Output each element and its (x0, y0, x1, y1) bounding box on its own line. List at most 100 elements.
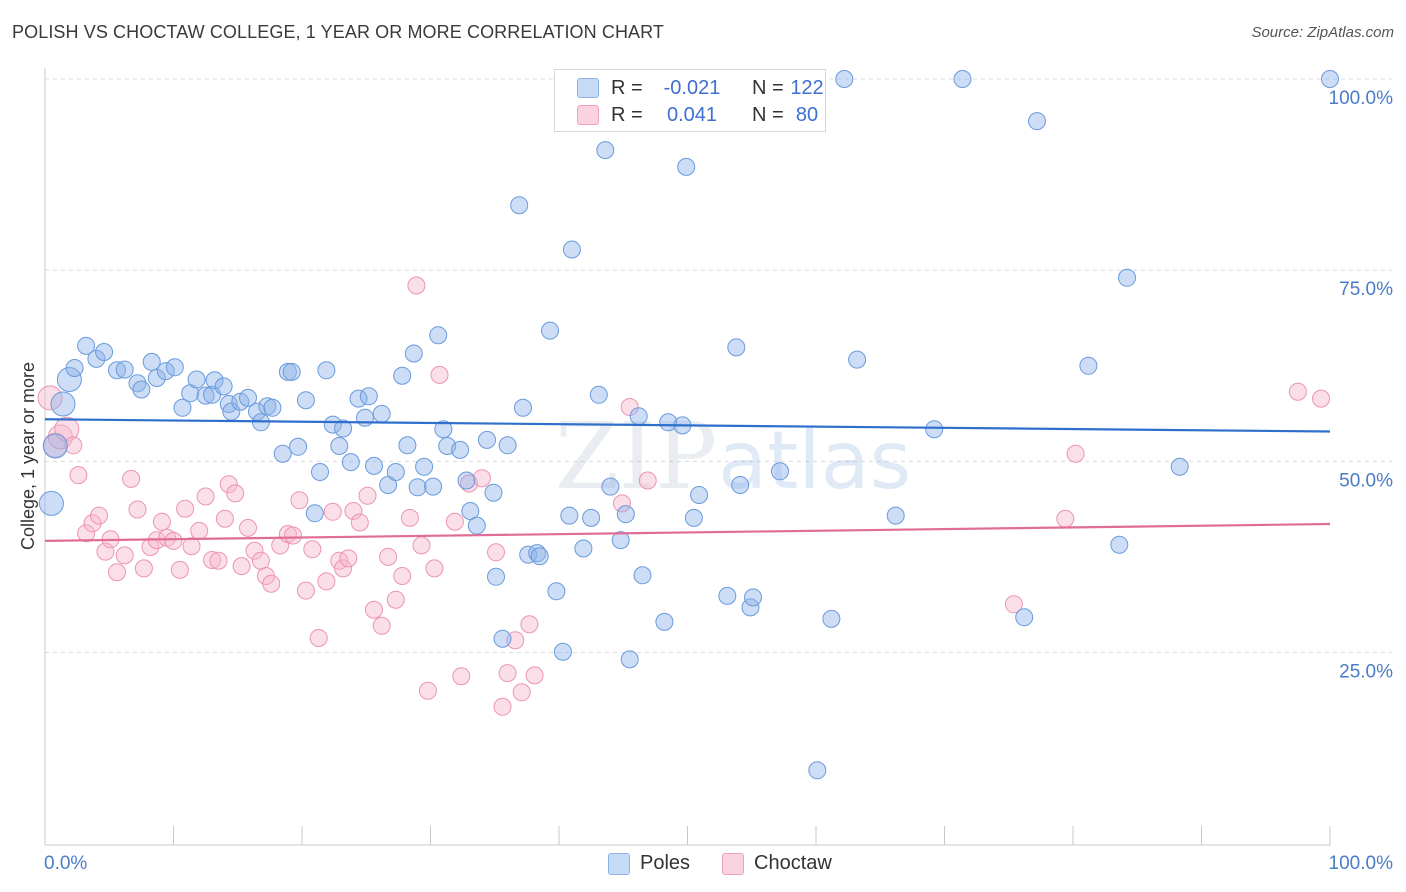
choctaw-point (512, 683, 531, 702)
choctaw-point (425, 559, 444, 578)
stats-legend: R = -0.021 N = 122 R = 0.041 N = 80 (554, 69, 826, 132)
poles-point (611, 531, 630, 550)
poles-point (530, 547, 549, 566)
poles-point (219, 395, 238, 413)
choctaw-point (209, 551, 228, 570)
choctaw-point (152, 512, 171, 531)
poles-point (65, 359, 84, 377)
poles-point (289, 437, 308, 456)
choctaw-point (122, 469, 141, 488)
choctaw-point (638, 471, 657, 490)
y-axis-title: College, 1 year or more (18, 362, 38, 550)
choctaw-point (239, 518, 257, 537)
choctaw-point (430, 365, 449, 384)
poles-point (278, 362, 297, 381)
choctaw-point (245, 541, 264, 560)
choctaw-point (182, 537, 201, 556)
choctaw-point (400, 508, 419, 527)
n-value: 80 (795, 104, 819, 126)
choctaw-point (226, 484, 245, 503)
choctaw-point (452, 667, 471, 686)
choctaw-point (472, 469, 491, 488)
choctaw-point (134, 559, 153, 578)
poles-point (596, 141, 615, 160)
poles-point (424, 477, 443, 496)
choctaw-point (69, 466, 88, 485)
choctaw-point (418, 681, 437, 700)
poles-point (372, 404, 391, 423)
poles-point (808, 761, 827, 780)
poles-point (132, 380, 151, 399)
choctaw-point (203, 551, 222, 569)
choctaw-point (487, 543, 505, 562)
poles-point (514, 398, 532, 417)
choctaw-point (83, 514, 102, 533)
poles-point (398, 436, 417, 455)
poles-point (1079, 356, 1098, 375)
poles-point (457, 471, 476, 490)
choctaw-swatch (577, 105, 599, 125)
poles-point (633, 566, 652, 585)
poles-point (731, 476, 750, 494)
choctaw-point (365, 600, 383, 619)
poles-point (77, 336, 96, 355)
poles-point (356, 408, 374, 427)
poles-point (541, 321, 559, 340)
poles-point (451, 440, 470, 459)
choctaw-point (215, 509, 234, 528)
choctaw-point (77, 524, 96, 543)
choctaw-point (284, 526, 302, 545)
poles-legend-label: Poles (640, 852, 691, 874)
poles-point (547, 582, 566, 601)
choctaw-point (372, 616, 391, 635)
choctaw-point (290, 491, 309, 510)
y-tick-label: 100.0% (1329, 88, 1394, 109)
choctaw-point (64, 436, 83, 455)
poles-point (510, 196, 529, 215)
choctaw-point (412, 536, 431, 555)
poles-point (574, 539, 593, 558)
poles-point (282, 362, 301, 381)
choctaw-point (309, 629, 328, 647)
tick-labels: 25.0% 50.0% 75.0% 100.0% 0.0% 100.0% (44, 88, 1393, 874)
choctaw-point (344, 502, 363, 520)
poles-point (359, 387, 378, 406)
poles-point (142, 352, 161, 371)
choctaw-point (90, 506, 108, 525)
poles-point (690, 486, 709, 504)
choctaw-point (1288, 382, 1307, 401)
n-label: N = (752, 104, 784, 126)
poles-point (528, 544, 547, 563)
poles-point (393, 366, 412, 385)
poles-point (589, 385, 608, 404)
series-choctaw (37, 276, 1330, 716)
choctaw-point (1066, 444, 1085, 463)
poles-point (263, 398, 282, 417)
poles-point (478, 430, 496, 449)
choctaw-point (251, 551, 270, 570)
poles-point (214, 377, 233, 396)
choctaw-point (176, 499, 195, 518)
chart-title: POLISH VS CHOCTAW COLLEGE, 1 YEAR OR MOR… (12, 22, 665, 42)
poles-point (42, 433, 68, 459)
choctaw-point (108, 563, 126, 582)
poles-point (848, 350, 867, 369)
poles-point (659, 413, 678, 432)
y-tick-label: 50.0% (1339, 470, 1393, 491)
poles-point (408, 478, 427, 497)
y-tick-label: 75.0% (1339, 279, 1393, 300)
r-value: -0.021 (663, 77, 721, 99)
poles-point (56, 367, 82, 392)
poles-point (165, 358, 184, 377)
r-label: R = (611, 77, 643, 99)
choctaw-point (339, 549, 358, 568)
poles-point (365, 456, 383, 475)
poles-point (727, 338, 746, 357)
poles-point (487, 567, 505, 586)
poles-point (187, 370, 206, 389)
poles-point (771, 462, 789, 481)
watermark-atlas: atlas (718, 414, 911, 507)
poles-point (1028, 112, 1046, 131)
choctaw-point (128, 500, 147, 519)
